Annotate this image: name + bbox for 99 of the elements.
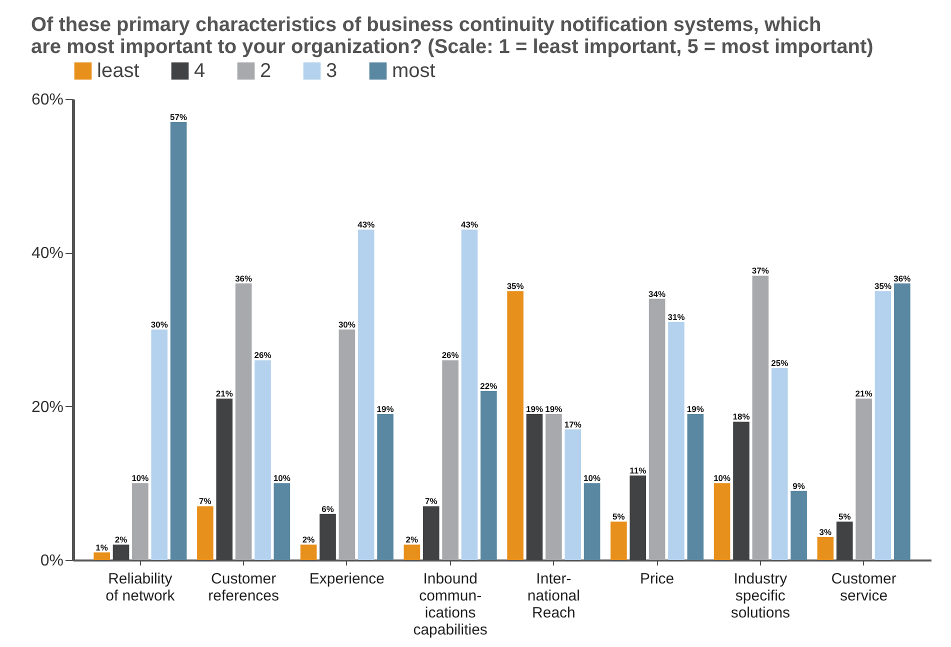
bar bbox=[112, 544, 130, 560]
data-label: 18% bbox=[732, 412, 750, 422]
y-tick-label: 20% bbox=[31, 398, 64, 416]
data-label: 36% bbox=[235, 273, 253, 284]
bar bbox=[170, 122, 187, 560]
bar bbox=[94, 552, 110, 560]
bar bbox=[442, 360, 458, 560]
bar bbox=[630, 475, 646, 560]
data-label: 2% bbox=[114, 534, 128, 545]
bar bbox=[132, 483, 148, 560]
bar bbox=[546, 414, 562, 560]
bar bbox=[377, 414, 394, 560]
data-label: 6% bbox=[322, 504, 334, 514]
legend-label: most bbox=[392, 60, 436, 82]
bar bbox=[235, 283, 252, 560]
data-label: 5% bbox=[612, 512, 626, 522]
bar bbox=[610, 522, 627, 560]
legend-label: 4 bbox=[194, 60, 206, 82]
data-label: 25% bbox=[771, 358, 789, 368]
data-label: 19% bbox=[526, 404, 544, 414]
bar bbox=[668, 322, 684, 560]
bar bbox=[274, 483, 290, 560]
bar bbox=[714, 483, 730, 560]
bar bbox=[856, 398, 872, 560]
bar bbox=[404, 544, 420, 560]
data-label: 2% bbox=[406, 534, 419, 545]
data-label: 26% bbox=[254, 350, 272, 360]
y-tick-label: 40% bbox=[31, 245, 64, 262]
data-label: 30% bbox=[338, 320, 356, 330]
bar bbox=[480, 390, 497, 560]
legend-label: 3 bbox=[326, 60, 338, 82]
bar bbox=[874, 291, 892, 560]
y-tick-label: 0% bbox=[40, 552, 64, 570]
bar bbox=[752, 276, 769, 560]
bar bbox=[320, 514, 336, 560]
data-label: 10% bbox=[273, 473, 291, 484]
data-label: 17% bbox=[564, 419, 582, 430]
data-label: 10% bbox=[132, 473, 150, 484]
data-label: 19% bbox=[376, 404, 394, 414]
bar bbox=[197, 506, 214, 560]
bar bbox=[461, 230, 478, 560]
bar bbox=[358, 230, 374, 560]
data-label: 43% bbox=[460, 220, 478, 230]
legend-label: 2 bbox=[260, 60, 272, 82]
data-label: 22% bbox=[480, 380, 498, 391]
data-label: 5% bbox=[838, 512, 852, 522]
x-tick-label: Price bbox=[640, 570, 674, 588]
data-label: 1% bbox=[96, 542, 108, 552]
x-tick-label: Customer service bbox=[831, 570, 896, 604]
bar bbox=[584, 483, 600, 560]
data-label: 19% bbox=[545, 404, 563, 414]
data-label: 7% bbox=[199, 496, 212, 506]
data-label: 37% bbox=[752, 266, 770, 276]
bar bbox=[526, 414, 543, 560]
data-label: 31% bbox=[668, 312, 686, 322]
bar bbox=[648, 298, 666, 560]
data-label: 11% bbox=[630, 465, 647, 476]
bar bbox=[422, 506, 440, 560]
bar bbox=[817, 536, 834, 560]
x-tick-label: Industry specific solutions bbox=[730, 570, 790, 622]
data-label: 30% bbox=[150, 320, 168, 330]
data-label: 34% bbox=[648, 288, 666, 299]
data-label: 26% bbox=[442, 350, 460, 360]
bar bbox=[151, 330, 168, 560]
bar bbox=[687, 414, 704, 560]
data-label: 3% bbox=[819, 526, 832, 537]
legend-label: least bbox=[97, 60, 140, 82]
data-label: 57% bbox=[170, 112, 188, 122]
x-tick-label: Inbound commun- ications capabilities bbox=[413, 570, 488, 638]
data-label: 10% bbox=[714, 473, 732, 484]
bar bbox=[507, 291, 524, 560]
data-label: 36% bbox=[894, 273, 912, 284]
bar bbox=[564, 429, 582, 560]
data-label: 35% bbox=[506, 281, 524, 292]
data-label: 10% bbox=[584, 473, 601, 484]
data-label: 19% bbox=[686, 404, 704, 414]
bar bbox=[733, 422, 750, 560]
data-label: 35% bbox=[874, 281, 892, 292]
y-tick-label: 60% bbox=[31, 92, 64, 108]
bar bbox=[771, 368, 788, 560]
text: are most important to your organization? (Scale: 1 = least important, 5 = most important) bbox=[30, 36, 874, 58]
x-tick-label: Experience bbox=[309, 570, 384, 588]
data-label: 21% bbox=[216, 388, 234, 399]
x-tick-label: Inter- national Reach bbox=[527, 570, 580, 622]
bar bbox=[216, 398, 233, 560]
data-label: 7% bbox=[424, 496, 438, 506]
bar bbox=[894, 283, 910, 560]
bar bbox=[338, 330, 356, 560]
data-label: 2% bbox=[302, 534, 316, 545]
bar bbox=[300, 544, 317, 560]
x-tick-label: Customer references bbox=[208, 570, 280, 604]
data-label: 43% bbox=[358, 220, 376, 230]
text: Of these primary characteristics of business continuity notification systems, which bbox=[30, 14, 822, 36]
bar bbox=[254, 360, 271, 560]
x-tick-label: Reliability of network bbox=[106, 570, 176, 604]
bar bbox=[836, 522, 853, 560]
data-label: 21% bbox=[855, 388, 873, 399]
data-label: 9% bbox=[792, 480, 806, 491]
bar bbox=[790, 490, 807, 560]
